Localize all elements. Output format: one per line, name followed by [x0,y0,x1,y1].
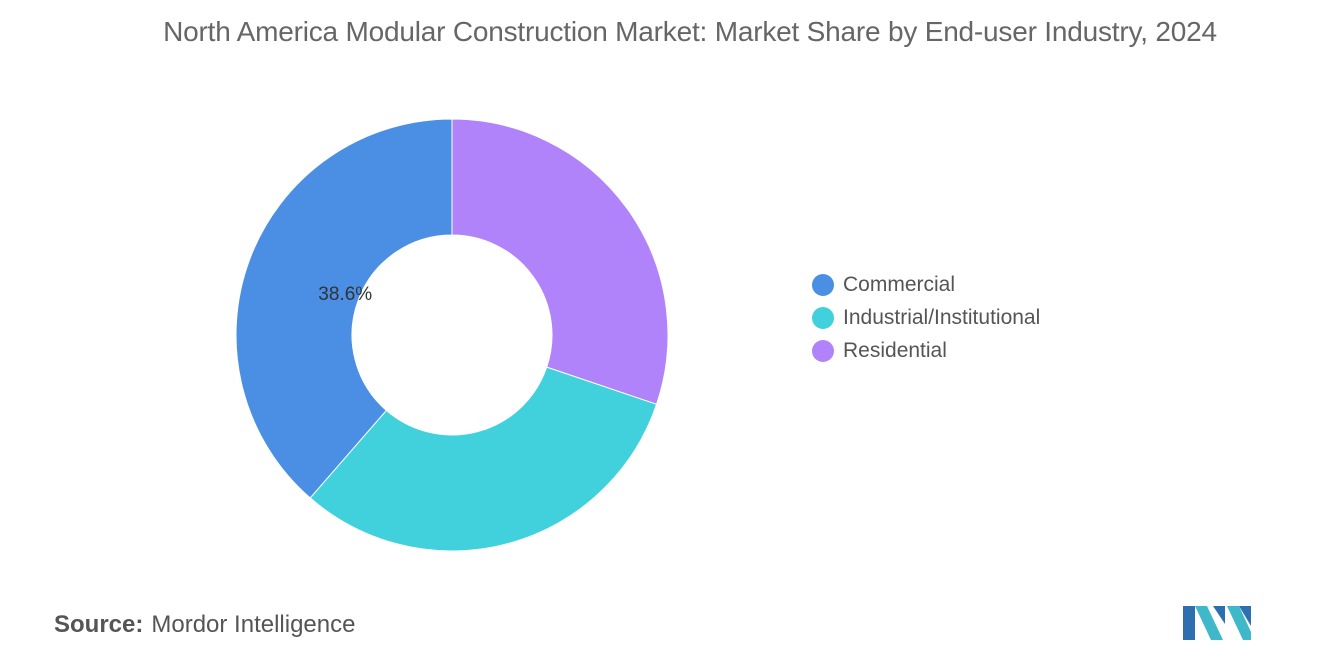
legend-swatch-icon [812,273,834,296]
donut-slices [235,118,669,552]
slice-label-commercial: 38.6% [318,284,372,305]
source-key: Source: [54,611,144,638]
chart-legend: Commercial Industrial/Institutional Reside… [812,268,1040,367]
slice-industrial-institutional [309,366,658,552]
slice-labels: 38.6% [318,284,372,305]
legend-item: Industrial/Institutional [812,301,1040,334]
slice-commercial [235,118,453,499]
legend-label: Residential [843,338,947,362]
slice-residential [451,118,669,405]
legend-item: Commercial [812,268,1040,301]
legend-item: Residential [812,334,1040,367]
chart-title: North America Modular Construction Marke… [163,16,1217,47]
source-value: Mordor Intelligence [151,611,356,638]
legend-swatch-icon [812,339,834,362]
source-note: Source: Mordor Intelligence [54,611,355,639]
legend-label: Industrial/Institutional [843,305,1041,329]
legend-label: Commercial [843,272,956,296]
mordor-intelligence-logo-icon [1183,606,1251,640]
legend-swatch-icon [812,306,834,329]
